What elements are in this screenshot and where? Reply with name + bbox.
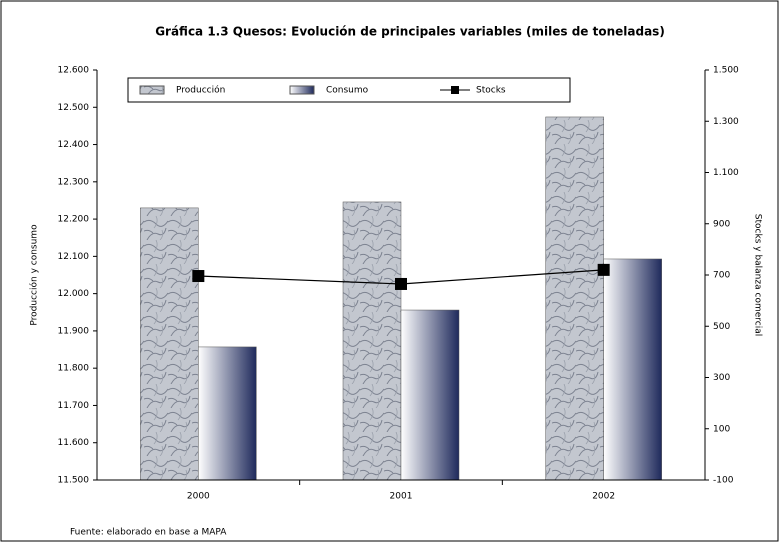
y-tick-label: 12.400 [58,140,90,150]
y-tick-label: 11.700 [58,401,90,411]
y2-tick-label: 900 [713,219,730,229]
y-axis-label: Producción y consumo [29,224,40,326]
y2-tick-label: 300 [713,373,730,383]
source-note: Fuente: elaborado en base a MAPA [70,528,227,538]
y-tick-label: 11.900 [58,326,90,336]
y2-tick-label: 700 [713,271,730,281]
bar [400,309,460,481]
y-tick-label: 12.000 [58,289,90,299]
legend-swatch [139,85,165,95]
y-tick-label: 12.500 [58,103,90,113]
marker [395,277,407,290]
bar [545,116,604,481]
y2-tick-label: 1.100 [713,168,739,178]
y-tick-label: 12.600 [58,66,90,76]
x-tick-label: 2000 [187,492,210,502]
y2-tick-label: 100 [713,424,730,434]
y-tick-label: 12.200 [58,215,90,225]
legend-swatch [451,86,459,94]
x-tick-label: 2002 [592,492,615,502]
marker [597,263,610,276]
marker [192,270,205,283]
y-tick-label: 11.500 [58,476,90,486]
bar [140,207,199,481]
y-tick-label: 12.300 [58,177,90,187]
y-tick-label: 12.100 [58,252,90,262]
bar [603,258,662,481]
chart-title: Gráfica 1.3 Quesos: Evolución de princip… [155,25,665,39]
y2-tick-label: 500 [713,322,730,332]
y2-tick-label: -100 [713,476,734,486]
legend-swatch [289,85,315,95]
y2-axis-label: Stocks y balanza comercial [753,214,763,336]
y-tick-label: 11.600 [58,438,90,448]
y2-tick-label: 1.300 [713,117,739,127]
legend-label: Producción [176,85,225,96]
y-tick-label: 11.800 [58,364,90,374]
bar [198,346,257,481]
legend-label: Consumo [326,86,369,96]
legend-box [127,77,571,103]
y2-tick-label: 1.500 [713,66,739,76]
bar [342,201,402,481]
x-tick-label: 2001 [390,492,413,502]
legend-label: Stocks [476,86,506,96]
